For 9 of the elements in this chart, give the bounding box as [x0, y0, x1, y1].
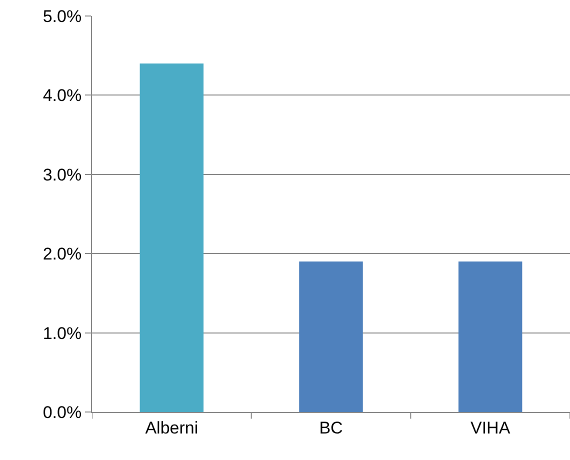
x-tick-label: BC — [319, 418, 343, 438]
y-tick-label: 1.0% — [42, 324, 82, 343]
y-tick-label: 2.0% — [42, 244, 82, 264]
x-tick-label: VIHA — [470, 418, 511, 438]
x-tick-label: Alberni — [145, 418, 198, 438]
y-tick-label: 0.0% — [42, 402, 82, 422]
y-tick-label: 5.0% — [42, 6, 82, 26]
y-tick-label: 4.0% — [42, 86, 82, 106]
y-tick-label: 3.0% — [42, 165, 82, 184]
